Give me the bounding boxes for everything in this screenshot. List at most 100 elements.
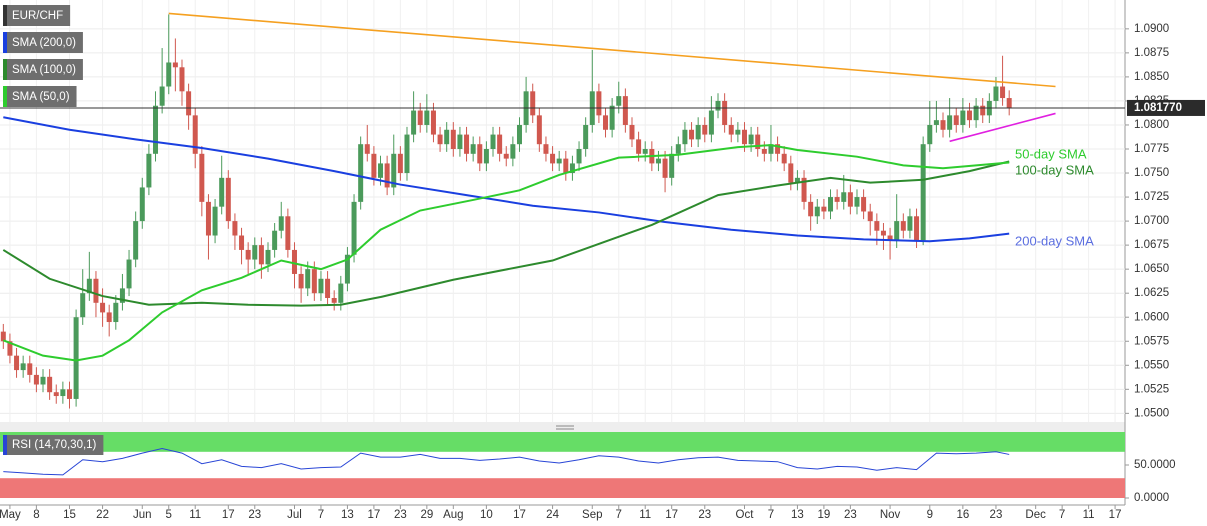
candle-body (258, 245, 264, 265)
candle-body (172, 62, 178, 68)
candle-body (920, 144, 926, 241)
y-tick-label: 1.0500 (1134, 407, 1169, 419)
candle-body (722, 100, 728, 125)
candle-body (530, 91, 536, 116)
candle-body (841, 192, 847, 202)
candle-body (417, 110, 423, 125)
candle-body (576, 148, 582, 164)
candle-body (556, 158, 562, 164)
candle-body (139, 187, 145, 222)
candle-body (86, 278, 92, 294)
candle-body (980, 105, 986, 116)
candle-body (629, 124, 635, 140)
rsi-legend-label: RSI (14,70,30,1) (12, 439, 97, 451)
candle-body (126, 259, 132, 289)
candle-body (775, 144, 781, 154)
x-tick-label: 17 (513, 509, 526, 521)
candle-body (735, 129, 741, 135)
candle-body (80, 293, 86, 318)
candle-body (73, 317, 79, 399)
candle-body (947, 115, 953, 130)
x-tick-label: Nov (880, 509, 901, 521)
candle-body (212, 206, 218, 236)
legend-swatch (3, 5, 7, 26)
candle-body (397, 153, 403, 174)
candle-body (47, 376, 53, 393)
candle-body (298, 273, 304, 289)
last-price-box (1127, 99, 1205, 116)
candle-body (272, 230, 278, 250)
candle-body (503, 153, 509, 159)
candle-body (603, 115, 609, 130)
x-tick-label: 17 (1109, 509, 1122, 521)
candle-body (761, 148, 767, 154)
candle-body (470, 144, 476, 154)
x-tick-label: 17 (367, 509, 380, 521)
candle-body (60, 389, 66, 397)
candle-body (358, 144, 364, 202)
x-tick-label: 11 (189, 509, 201, 521)
candle-body (669, 153, 675, 178)
candle-body (477, 144, 483, 164)
candle-body (907, 216, 913, 231)
candle-body (927, 124, 933, 145)
candle-body (219, 177, 225, 207)
candle-body (278, 216, 284, 231)
candle-body (894, 221, 900, 241)
candle-body (285, 216, 291, 250)
candle-body (741, 129, 747, 145)
candle-body (828, 197, 834, 212)
candle-body (0, 331, 6, 342)
x-tick-label: 13 (791, 509, 804, 521)
candle-body (14, 355, 20, 371)
candle-body (404, 134, 410, 174)
trendline (168, 12, 1056, 88)
candle-body (536, 115, 542, 145)
y-tick-label: 1.0625 (1134, 287, 1169, 299)
candle-body (464, 134, 470, 154)
y-tick-label: 1.0675 (1134, 239, 1169, 251)
candle-body (33, 374, 39, 385)
y-tick-label: 50.0000 (1134, 459, 1176, 471)
candle-body (331, 297, 337, 303)
legend-box (3, 5, 71, 26)
candle-body (1000, 86, 1006, 99)
candle-body (808, 201, 814, 217)
candle-body (483, 148, 489, 164)
candle-body (966, 110, 972, 121)
candle-body (291, 249, 297, 274)
y-tick-label: 1.0900 (1134, 23, 1169, 35)
candle-body (40, 376, 46, 385)
trendline (949, 112, 1056, 143)
candle-body (311, 269, 317, 294)
candle-body (596, 91, 602, 116)
candle-body (318, 278, 324, 294)
x-tick-label: 7 (1059, 509, 1065, 521)
candle-body (364, 144, 370, 154)
candle-body (708, 110, 714, 135)
x-tick-label: 29 (420, 509, 433, 521)
candle-body (874, 221, 880, 231)
candle-body (655, 158, 661, 164)
candle-body (748, 134, 754, 145)
candle-body (940, 120, 946, 130)
candle-body (199, 153, 205, 202)
candle-body (497, 134, 503, 154)
candle-body (186, 91, 192, 116)
candle-body (550, 153, 556, 164)
x-tick-label: Aug (443, 509, 463, 521)
candle-body (768, 144, 774, 154)
candle-body (192, 115, 198, 154)
candle-body (457, 134, 463, 149)
candle-body (583, 124, 589, 149)
candle-body (265, 249, 271, 265)
candle-body (702, 124, 708, 135)
x-tick-label: 11 (639, 509, 651, 521)
legend-label: SMA (100,0) (12, 64, 76, 76)
rsi-legend-box (3, 435, 104, 455)
x-tick-label: 5 (166, 509, 172, 521)
sma-annotation: 200-day SMA (1015, 233, 1094, 248)
candle-body (933, 120, 939, 125)
rsi-band (0, 478, 1125, 498)
candle-body (325, 278, 331, 298)
